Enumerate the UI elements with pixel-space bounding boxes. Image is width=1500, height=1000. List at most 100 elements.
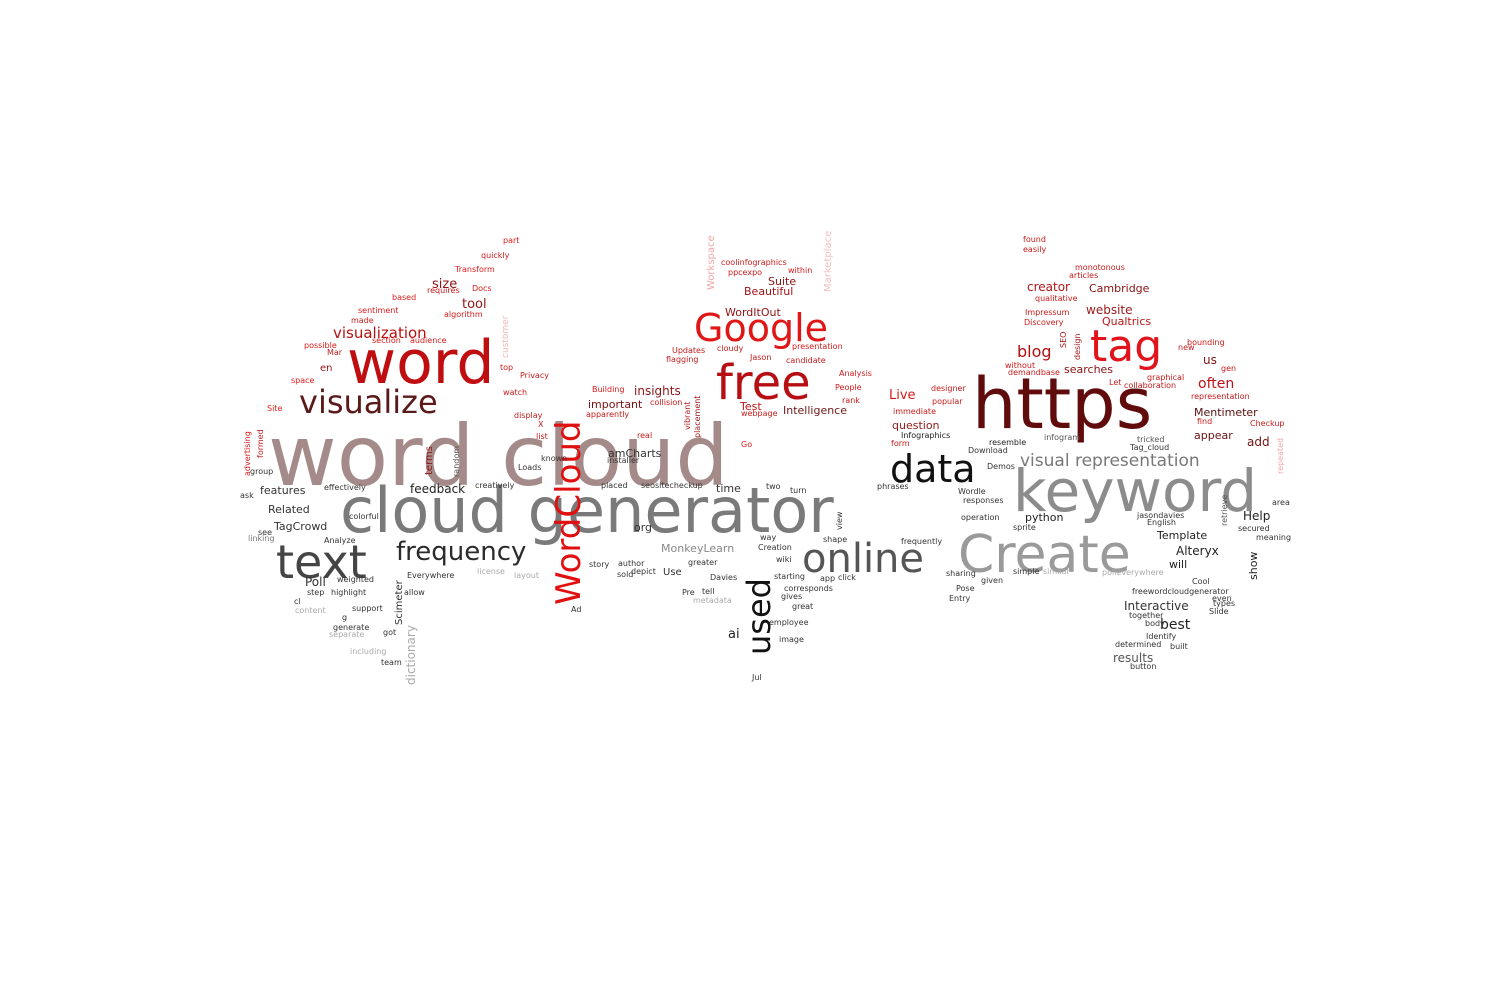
word-group: group (250, 467, 273, 476)
word-section: section (372, 336, 401, 345)
word-website: website (1086, 303, 1133, 317)
word-g: g (342, 613, 347, 622)
word-appear: appear (1194, 429, 1233, 442)
word-metadata: metadata (693, 596, 732, 605)
word-body: body (1145, 619, 1165, 628)
word-monkeylearn: MonkeyLearn (661, 542, 734, 555)
word-related: Related (268, 503, 310, 516)
word-without: without (1005, 361, 1035, 370)
word-interactive: Interactive (1124, 599, 1189, 613)
word-seositecheckup: seositecheckup (641, 481, 703, 490)
word-add: add (1247, 435, 1270, 449)
word-freewordcloudgenerator: freewordcloudgenerator (1132, 587, 1229, 596)
word-visual-representation: visual representation (1020, 451, 1200, 471)
word-highlight: highlight (331, 588, 366, 597)
word-https: https (972, 363, 1152, 445)
word-based: based (392, 293, 416, 302)
word-rank: rank (842, 396, 860, 405)
word-starting: starting (774, 572, 805, 581)
word-scimeter: Scimeter (394, 579, 405, 625)
word-separate: separate (329, 630, 364, 639)
word-determined: determined (1115, 640, 1161, 649)
word-tool: tool (462, 297, 487, 312)
word-webpage: webpage (741, 409, 778, 418)
word-immediate: immediate (893, 407, 936, 416)
word-marketplace: Marketplace (823, 231, 834, 292)
word-feedback: feedback (410, 482, 465, 496)
word-retrieve: retrieve (1220, 495, 1229, 526)
word-python: python (1025, 511, 1064, 524)
word-privacy: Privacy (520, 371, 549, 380)
word-everywhere: Everywhere (407, 571, 454, 580)
word-generate: generate (333, 623, 369, 632)
word-collaboration: collaboration (1124, 381, 1176, 390)
word-qualitative: qualitative (1035, 294, 1078, 303)
word-show: show (1247, 552, 1260, 580)
word-algorithm: algorithm (444, 310, 483, 319)
word-author: author (618, 559, 645, 568)
word-frequency: frequency (396, 537, 526, 567)
word-employee: employee (769, 618, 809, 627)
word-responses: responses (963, 496, 1004, 505)
word-create: Create (958, 525, 1131, 585)
word-dictionary: dictionary (404, 625, 418, 685)
word-people: People (835, 383, 862, 392)
word-suite: Suite (768, 275, 796, 288)
word-click: click (838, 573, 856, 582)
word-given: given (981, 576, 1003, 585)
word-analysis: Analysis (839, 369, 872, 378)
word-davies: Davies (710, 573, 737, 582)
word-got: got (383, 628, 396, 637)
word-operation: operation (961, 513, 999, 522)
word-support: support (352, 604, 383, 613)
word-wordle: Wordle (958, 487, 986, 496)
word-cambridge: Cambridge (1089, 282, 1150, 295)
word-english: English (1147, 518, 1176, 527)
word-loads: Loads (518, 463, 541, 472)
word-sold: sold (617, 570, 633, 579)
word-vibrant: vibrant (683, 402, 692, 430)
word-candidate: candidate (786, 356, 826, 365)
word-poll: Poll (305, 575, 326, 589)
word-top: top (500, 363, 513, 372)
word-x: X (538, 420, 544, 429)
word-way: way (760, 533, 776, 542)
word-frequently: frequently (901, 537, 942, 546)
word-wordcloud: WordCloud (549, 420, 589, 605)
word-amcharts: amCharts (608, 447, 662, 460)
word-polleverywhere: polleverywhere (1102, 568, 1164, 577)
word-step: step (307, 588, 324, 597)
word-ad: Ad (571, 605, 581, 614)
word-sprite: sprite (1013, 523, 1036, 532)
word-help: Help (1243, 509, 1270, 523)
word-gives: gives (781, 592, 802, 601)
word-license: license (477, 567, 505, 576)
word-impressum: Impressum (1025, 308, 1070, 317)
word-part: part (503, 236, 519, 245)
word-placed: placed (601, 481, 628, 490)
word-word-cloud: word cloud (268, 407, 729, 505)
word-colorful: colorful (349, 512, 379, 521)
word-found: found (1023, 235, 1046, 244)
word-go: Go (741, 440, 752, 449)
word-collision: collision (650, 398, 682, 407)
word-download: Download (968, 446, 1008, 455)
word-ask: ask (240, 491, 254, 500)
word-built: built (1170, 642, 1188, 651)
word-question: question (892, 419, 940, 432)
word-cl: cl (294, 597, 301, 606)
word-advertising: advertising (243, 431, 252, 476)
word-greater: greater (688, 558, 718, 567)
word-easily: easily (1023, 245, 1046, 254)
word-identify: Identify (1146, 632, 1176, 641)
word-effectively: effectively (324, 483, 366, 492)
word-linking: linking (248, 534, 275, 543)
word-formed: formed (256, 429, 265, 458)
word-free: free (716, 355, 811, 411)
word-find: find (1197, 417, 1212, 426)
word-similar: similar (1043, 567, 1071, 576)
word-tagcrowd: TagCrowd (273, 520, 327, 533)
word-cloud-generator: cloud generator (340, 474, 834, 547)
word-analyze: Analyze (324, 536, 356, 545)
word-org: org (634, 521, 652, 534)
